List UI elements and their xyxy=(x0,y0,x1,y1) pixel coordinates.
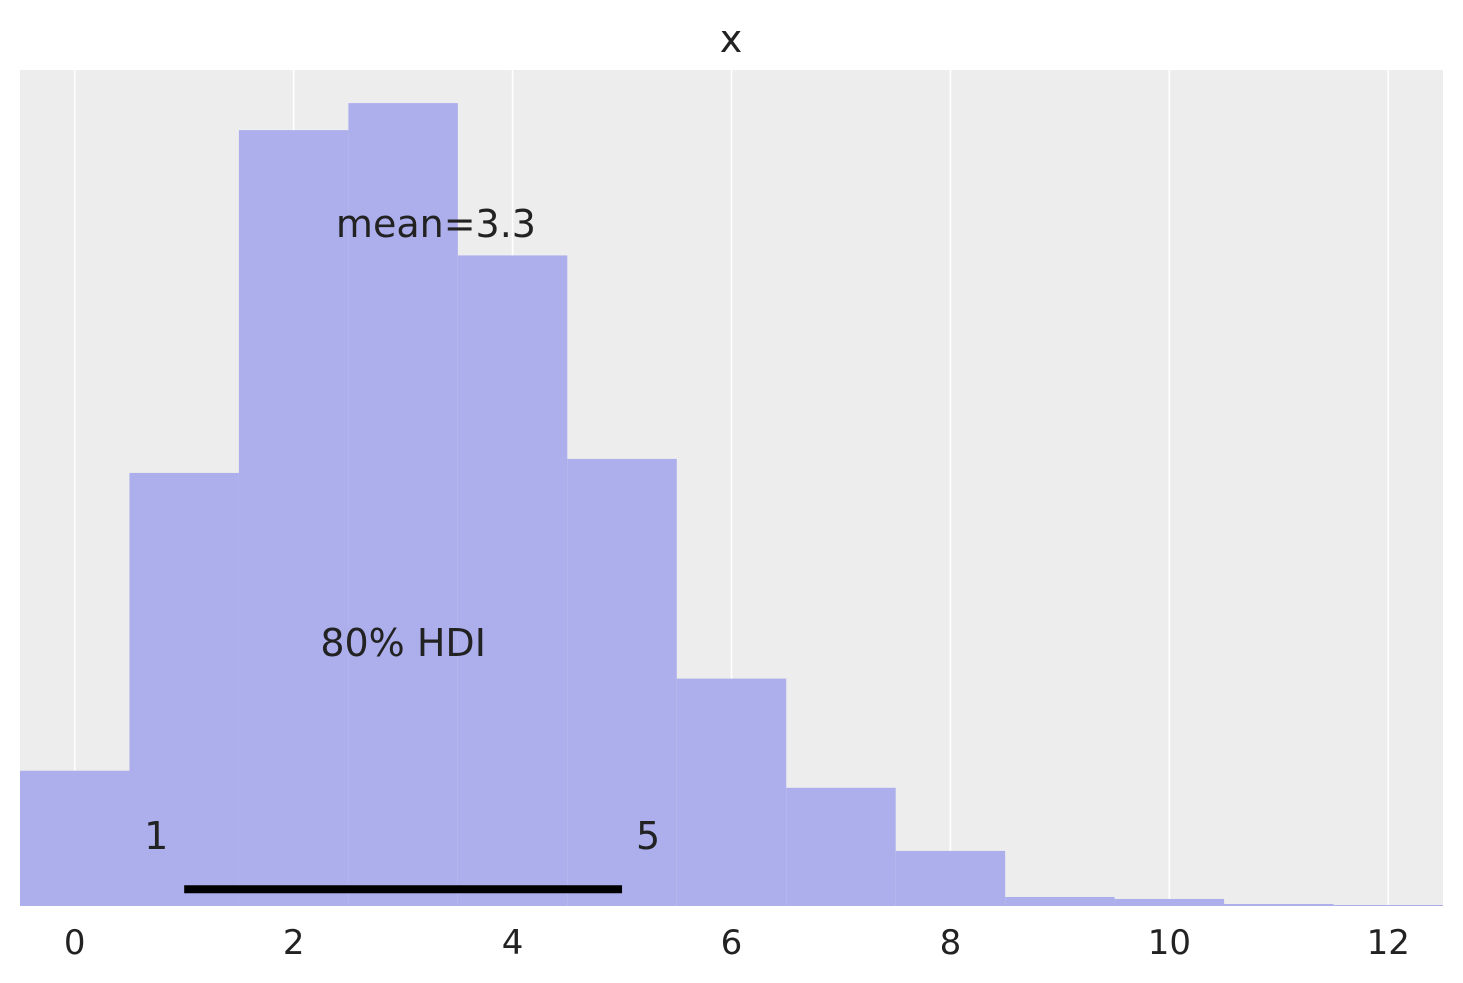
mean-label: mean=3.3 xyxy=(336,202,536,246)
x-tick-label-4: 8 xyxy=(940,923,962,963)
bar-11 xyxy=(1224,903,1334,906)
x-tick-label-5: 10 xyxy=(1148,923,1191,963)
bar-5 xyxy=(567,458,677,906)
hdi-low-label: 1 xyxy=(144,814,168,858)
bar-7 xyxy=(786,787,896,906)
x-tick-label-6: 12 xyxy=(1367,923,1410,963)
bar-8 xyxy=(895,850,1006,906)
bar-1 xyxy=(129,472,239,906)
hdi-label: 80% HDI xyxy=(320,621,486,665)
bar-12 xyxy=(1333,904,1443,906)
histogram-bars xyxy=(20,103,1443,907)
x-tick-label-2: 4 xyxy=(502,923,524,963)
x-tick-label-1: 2 xyxy=(283,923,305,963)
chart-title: x xyxy=(720,17,743,61)
x-tick-label-0: 0 xyxy=(64,923,86,963)
bar-10 xyxy=(1114,898,1225,906)
bar-6 xyxy=(676,678,787,906)
bar-0 xyxy=(20,770,130,906)
x-axis-ticks: 0 2 4 6 8 10 12 xyxy=(64,923,1410,963)
bar-4 xyxy=(457,255,568,906)
bar-9 xyxy=(1005,896,1115,906)
hdi-high-label: 5 xyxy=(636,814,660,858)
x-tick-label-3: 6 xyxy=(721,923,743,963)
bar-3 xyxy=(348,103,458,907)
bar-2 xyxy=(238,130,349,906)
